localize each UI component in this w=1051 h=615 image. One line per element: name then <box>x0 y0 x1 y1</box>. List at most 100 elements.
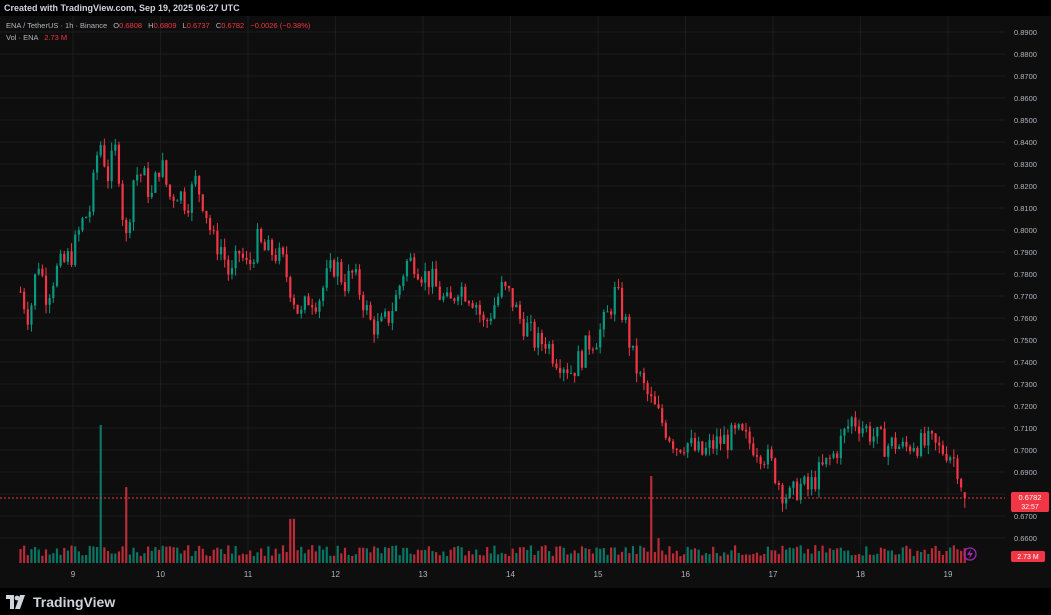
candle-body <box>365 304 368 311</box>
candle-body <box>843 428 846 436</box>
volume-badge-label: 2.73 M <box>1017 554 1039 561</box>
candle-body <box>548 344 551 349</box>
candle-body <box>26 309 29 325</box>
candle-body <box>730 425 733 451</box>
volume-bar <box>245 554 248 563</box>
volume-bar <box>416 549 419 563</box>
legend-close-label: C <box>215 21 222 30</box>
volume-bar <box>318 545 321 563</box>
volume-bar <box>464 555 467 563</box>
volume-bar <box>675 550 678 563</box>
candle-body <box>701 441 704 455</box>
volume-bar <box>930 548 934 563</box>
y-tick-label: 0.8100 <box>1014 204 1037 213</box>
candle-body <box>354 269 358 273</box>
candle-body <box>70 251 73 265</box>
candle-body <box>23 291 26 310</box>
candle-body <box>642 372 646 384</box>
candle-body <box>219 247 223 255</box>
volume-bar <box>810 553 813 563</box>
price-chart[interactable]: 0.8900 0.8800 0.8700 0.8600 0.8500 0.8400 0.83… <box>0 16 1051 588</box>
volume-bar <box>868 554 872 563</box>
volume-bar <box>894 554 897 563</box>
volume-bar <box>212 549 215 563</box>
volume-bar <box>249 550 252 563</box>
volume-bar <box>475 549 478 563</box>
candle-body <box>839 435 842 459</box>
volume-bar <box>624 547 627 563</box>
legend-close: 0.6782 <box>221 21 245 30</box>
legend-change: −0.0026 (−0.38%) <box>250 21 311 30</box>
volume-bar <box>194 551 197 563</box>
volume-bar <box>693 548 697 563</box>
candle-body <box>672 441 675 449</box>
volume-bar <box>168 546 172 563</box>
candle-body <box>154 172 157 193</box>
volume-bar <box>424 550 427 563</box>
candle-body <box>88 211 91 218</box>
candle-body <box>453 298 456 301</box>
volume-bar <box>314 551 317 563</box>
chart-frame[interactable]: 0.8900 0.8800 0.8700 0.8600 0.8500 0.8400 0.83… <box>0 16 1051 588</box>
y-tick-label: 0.7700 <box>1014 292 1037 301</box>
y-tick-label: 0.8000 <box>1014 226 1037 235</box>
candle-body <box>792 481 795 488</box>
candle-body <box>526 322 529 337</box>
volume-bar <box>187 545 190 563</box>
volume-bar <box>427 546 430 563</box>
legend-volume-label[interactable]: Vol · ENA <box>6 33 39 42</box>
candle-body <box>136 174 139 181</box>
candle-body <box>249 260 252 264</box>
candle-body <box>930 431 934 434</box>
x-tick-label: 13 <box>419 570 428 579</box>
y-tick-label: 0.8800 <box>1014 50 1037 59</box>
volume-bar <box>139 555 142 563</box>
candle-body <box>898 446 901 449</box>
volume-bar <box>405 547 409 563</box>
candle-body <box>628 316 631 348</box>
volume-bar <box>150 550 153 563</box>
candle-body <box>682 452 686 454</box>
candle-body <box>712 440 715 449</box>
tradingview-logo[interactable]: TradingView <box>6 593 115 611</box>
volume-bar <box>431 550 434 563</box>
volume-bar <box>887 550 890 563</box>
legend-volume-row: Vol · ENA 2.73 M <box>6 32 310 44</box>
candle-body <box>901 441 904 447</box>
volume-bar <box>292 518 296 563</box>
volume-bar <box>657 538 660 563</box>
volume-bar <box>661 550 664 563</box>
volume-bar <box>125 487 128 563</box>
candle-body <box>653 396 656 405</box>
volume-bar <box>500 552 503 563</box>
candle-body <box>475 304 478 308</box>
candle-body <box>486 320 489 322</box>
volume-bar <box>715 553 718 563</box>
candle-body <box>179 191 183 201</box>
x-tick-label: 18 <box>856 570 865 579</box>
candle-body <box>865 426 868 429</box>
volume-bar <box>558 546 562 563</box>
volume-bar <box>165 546 168 563</box>
candle-body <box>828 457 831 459</box>
candle-body <box>267 239 270 251</box>
volume-bar <box>19 548 22 563</box>
volume-bar <box>351 555 354 563</box>
volume-bar <box>650 476 653 563</box>
candle-body <box>245 257 248 261</box>
volume-bar <box>289 518 292 563</box>
volume-bar <box>606 554 609 563</box>
volume-bar <box>919 552 923 563</box>
candle-body <box>318 300 321 312</box>
volume-bar <box>383 547 387 563</box>
candle-body <box>383 311 387 317</box>
candle-body <box>555 363 558 368</box>
candle-body <box>963 492 966 498</box>
volume-bar <box>956 549 959 563</box>
volume-bar <box>825 552 828 563</box>
candle-body <box>500 282 503 297</box>
lightning-icon[interactable] <box>963 547 977 561</box>
volume-bar <box>442 551 445 563</box>
candle-body <box>511 288 514 308</box>
legend-symbol[interactable]: ENA / TetherUS · 1h · Binance <box>6 21 108 30</box>
